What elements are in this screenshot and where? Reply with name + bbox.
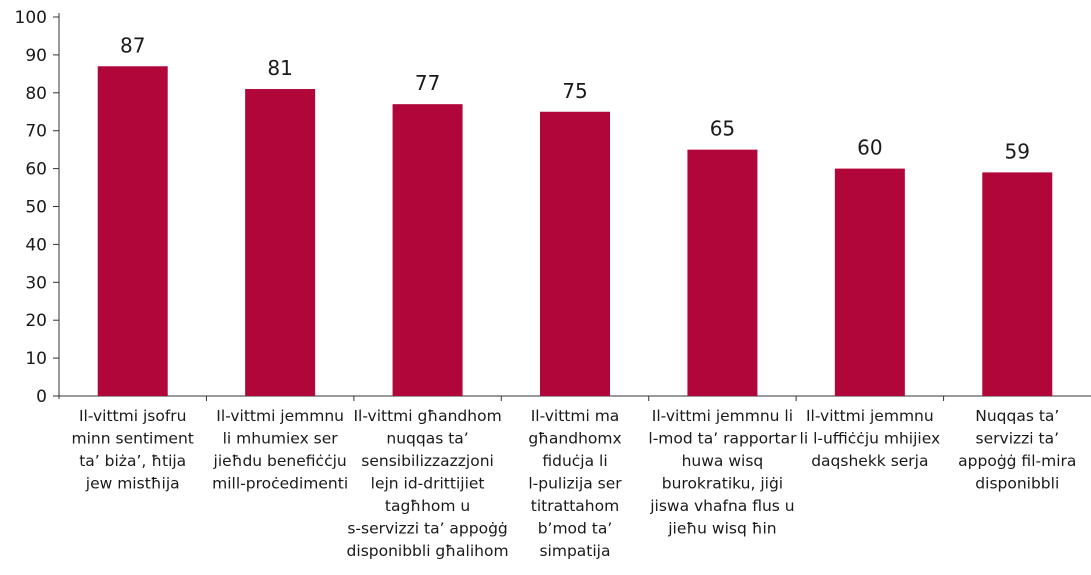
data-label: 87: [120, 33, 145, 57]
category-label-line: appoġġ fil-mira: [958, 452, 1076, 470]
category-labels: Il-vittmi jsofru minn sentiment ta’ biża’,…: [72, 407, 1077, 560]
y-tick-label: 0: [36, 387, 47, 407]
category-label-line: jieħu wisq ħin: [667, 520, 776, 538]
category-label-line: disponibbli: [975, 475, 1059, 493]
category-label-line: jieħdu benefiċċju: [213, 452, 347, 470]
bar: [687, 149, 758, 396]
category-label-line: lejn id-drittijiet: [371, 475, 485, 493]
category-label-line: b’mod ta’: [538, 520, 613, 538]
category-label-line: Il-vittmi jsofru: [79, 407, 187, 425]
category-label-line: huwa wisq: [682, 452, 764, 470]
bars: [97, 66, 1053, 401]
category-label-line: Il-vittmi jemmnu: [216, 407, 344, 425]
category-label-line: Il-vittmi jemmnu li: [652, 407, 793, 425]
data-label: 65: [710, 117, 735, 141]
bar: [540, 111, 610, 396]
category-label-line: servizzi ta’: [976, 430, 1059, 448]
category-label: Il-vittmi għandhom nuqqas ta’ sensibilizza…: [347, 407, 509, 560]
y-tick-label: 10: [25, 349, 47, 369]
category-label-line: minn sentiment: [72, 430, 194, 448]
category-label-line: l-pulizija ser: [528, 475, 622, 493]
y-tick-label: 100: [15, 8, 47, 28]
category-label-line: li mhumiex ser: [223, 430, 339, 448]
category-label-line: Il-vittmi jemmnu: [806, 407, 934, 425]
bar: [392, 104, 463, 397]
category-label-line: jew mistħija: [85, 475, 180, 493]
bar: [982, 172, 1053, 396]
category-label-line: l-mod ta’ rapportar: [648, 430, 797, 448]
category-label: Nuqqas ta’ servizzi ta’ appoġġ fil-mira dis…: [958, 407, 1076, 493]
category-label-line: Il-vittmi ma: [531, 407, 620, 425]
category-label-line: ta’ biża’, ħtija: [79, 452, 186, 470]
category-label-line: titrattahom: [531, 497, 619, 515]
bar: [97, 66, 168, 397]
data-label: 75: [562, 79, 587, 103]
category-label: Il-vittmi jemmnu li l-mod ta’ rapportar hu…: [648, 407, 797, 538]
category-label-line: tagħhom u: [385, 497, 470, 515]
data-label: 59: [1005, 139, 1030, 163]
category-label: Il-vittmi ma għandhomx fiduċja li l-pulizij…: [528, 407, 622, 560]
data-label: 81: [267, 56, 292, 80]
category-label-line: jiswa vhafna flus u: [649, 497, 794, 515]
category-label-line: mill-proċedimenti: [212, 475, 348, 493]
data-label: 60: [857, 136, 882, 160]
data-labels: 87 81 77 75 65 60 59: [120, 33, 1030, 163]
y-tick-label: 30: [25, 273, 47, 293]
category-label-line: disponibbli għalihom: [347, 542, 509, 560]
y-tick-label: 70: [25, 122, 47, 142]
category-label-line: s-servizzi ta’ appoġġ: [347, 520, 507, 538]
data-label: 77: [415, 71, 440, 95]
category-label-line: Il-vittmi għandhom: [353, 407, 501, 425]
category-label-line: daqshekk serja: [811, 452, 928, 470]
category-label: Il-vittmi jsofru minn sentiment ta’ biża’,…: [72, 407, 194, 493]
y-tick-label: 80: [25, 84, 47, 104]
y-tick-label: 20: [25, 311, 47, 331]
bar: [834, 168, 905, 396]
y-tick-label: 40: [25, 235, 47, 255]
y-tick-label: 50: [25, 198, 47, 218]
category-label-line: simpatija: [539, 542, 610, 560]
category-label-line: sensibilizzazzjoni: [361, 452, 494, 470]
y-axis-ticks: 0 10 20 30 40 50 60 70 80 90 100: [15, 8, 59, 407]
category-label-line: Nuqqas ta’: [975, 407, 1059, 425]
y-tick-label: 60: [25, 160, 47, 180]
category-label: Il-vittmi jemmnu li l-uffiċċju mhijiex daq…: [800, 407, 941, 470]
category-label-line: burokratiku, jiġi: [662, 475, 783, 493]
bar: [245, 89, 316, 396]
category-label-line: nuqqas ta’: [386, 430, 468, 448]
y-tick-label: 90: [25, 46, 47, 66]
category-label-line: fiduċja li: [542, 452, 607, 470]
category-label-line: għandhomx: [528, 430, 621, 448]
category-label: Il-vittmi jemmnu li mhumiex ser jieħdu ben…: [212, 407, 348, 493]
category-label-line: li l-uffiċċju mhijiex: [800, 430, 941, 448]
